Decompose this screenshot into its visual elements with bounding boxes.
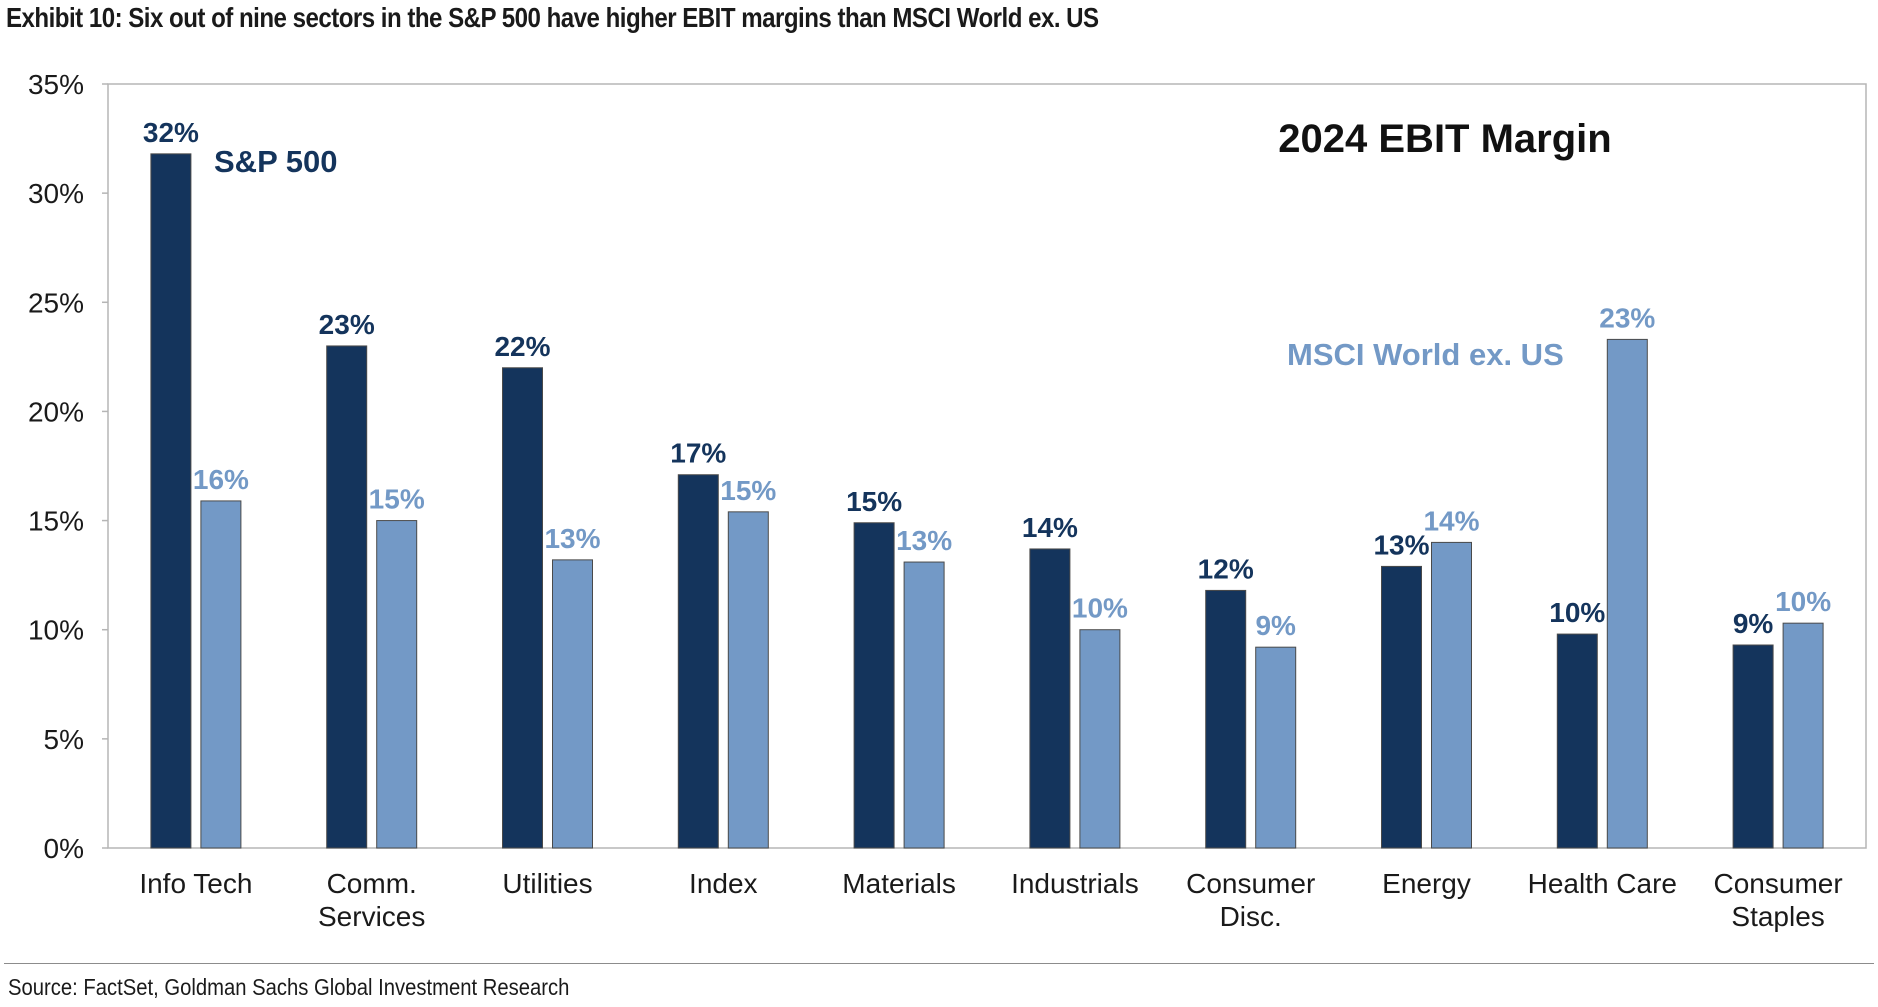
y-tick-label: 35%	[28, 69, 84, 100]
x-tick-label: Materials	[842, 868, 956, 899]
bar-sp500	[677, 474, 719, 849]
bar-msci	[200, 500, 242, 849]
data-label-sp500: 10%	[1549, 597, 1605, 628]
bar-sp500	[502, 367, 543, 849]
y-tick-label: 10%	[28, 615, 84, 646]
y-tick-label: 0%	[44, 833, 84, 864]
data-label-msci: 23%	[1599, 302, 1655, 333]
y-tick-label: 25%	[28, 287, 84, 318]
bars	[150, 153, 1824, 849]
data-label-sp500: 13%	[1373, 529, 1429, 560]
bar-sp500	[1029, 548, 1071, 849]
bar-msci	[1255, 646, 1297, 849]
bar-sp500	[1205, 589, 1247, 849]
x-axis: Info Tech Comm. Services Utilities Index Mate…	[139, 868, 1842, 932]
data-label-msci: 15%	[369, 484, 425, 515]
bar-msci	[376, 520, 418, 849]
x-tick-label: Utilities	[502, 868, 592, 899]
bar-msci	[552, 559, 593, 849]
data-label-sp500: 15%	[846, 486, 902, 517]
legend-sp500: S&P 500	[214, 144, 338, 179]
y-tick-label: 20%	[28, 396, 84, 427]
y-tick-label: 15%	[28, 506, 84, 537]
y-tick-label: 30%	[28, 178, 84, 209]
footer-divider	[4, 963, 1874, 964]
bar-sp500	[326, 345, 368, 849]
data-label-sp500: 32%	[143, 117, 199, 148]
bar-msci	[1431, 541, 1472, 849]
data-label-msci: 16%	[193, 464, 249, 495]
x-tick-label: Consumer Staples	[1714, 868, 1843, 932]
data-label-msci: 10%	[1072, 593, 1128, 624]
data-label-msci: 10%	[1775, 586, 1831, 617]
data-label-msci: 9%	[1255, 610, 1296, 641]
exhibit-title: Exhibit 10: Six out of nine sectors in t…	[6, 2, 1099, 33]
bar-sp500	[853, 522, 895, 849]
bar-msci	[727, 511, 769, 849]
data-label-sp500: 23%	[319, 309, 375, 340]
x-tick-label: Comm. Services	[318, 868, 425, 932]
bar-msci	[1606, 338, 1648, 849]
data-label-sp500: 12%	[1198, 553, 1254, 584]
bar-sp500	[150, 153, 192, 849]
data-label-msci: 13%	[544, 523, 600, 554]
y-axis: 0% 5% 10% 15% 20% 25% 30% 35%	[28, 69, 108, 864]
plot-area	[107, 83, 1867, 849]
x-tick-label: Info Tech	[139, 868, 252, 899]
bar-sp500	[1732, 644, 1774, 849]
source-note: Source: FactSet, Goldman Sachs Global In…	[8, 974, 570, 1000]
data-label-sp500: 22%	[494, 331, 550, 362]
ebit-margin-chart: 0% 5% 10% 15% 20% 25% 30% 35% 32% 16% 23% 15% 22% 13…	[28, 69, 1867, 932]
legend-msci: MSCI World ex. US	[1287, 337, 1564, 372]
bar-msci	[1079, 629, 1121, 849]
data-label-msci: 15%	[720, 475, 776, 506]
data-label-msci: 13%	[896, 525, 952, 556]
x-tick-label: Consumer Disc.	[1186, 868, 1315, 932]
x-tick-label: Industrials	[1011, 868, 1139, 899]
x-tick-label: Energy	[1382, 868, 1471, 899]
data-labels: 32%16%23%15%22%13%17%15% 15%13% 14%10%12%9…	[143, 117, 1831, 641]
chart-title: 2024 EBIT Margin	[1278, 117, 1611, 161]
bar-msci	[903, 561, 945, 849]
x-tick-label: Health Care	[1528, 868, 1677, 899]
bar-sp500	[1381, 565, 1422, 849]
data-label-sp500: 17%	[670, 438, 726, 469]
bar-msci	[1782, 622, 1824, 849]
data-label-sp500: 14%	[1022, 512, 1078, 543]
data-label-sp500: 9%	[1733, 608, 1774, 639]
bar-sp500	[1556, 633, 1598, 849]
data-label-msci: 14%	[1423, 505, 1479, 536]
x-tick-label: Index	[689, 868, 758, 899]
y-tick-label: 5%	[44, 724, 84, 755]
